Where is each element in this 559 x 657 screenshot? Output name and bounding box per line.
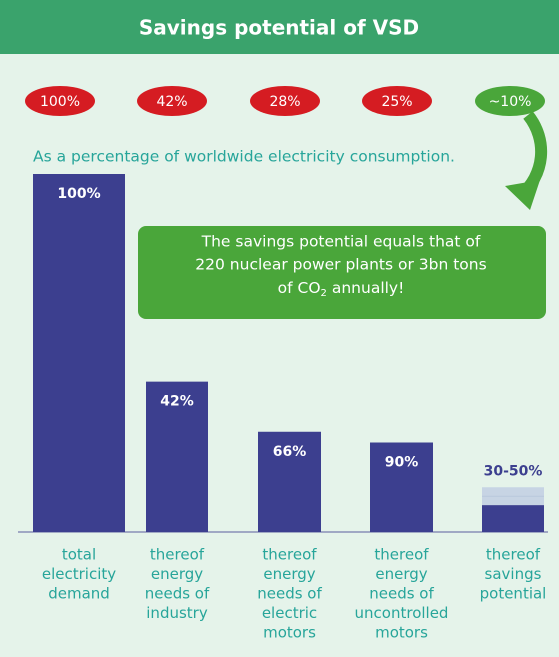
bar bbox=[33, 174, 125, 532]
x-tick-label: electricity bbox=[42, 565, 116, 583]
value-label: 28% bbox=[269, 94, 300, 110]
callout-line: of CO2 annually! bbox=[278, 279, 405, 300]
bar bbox=[146, 381, 208, 532]
bar-label: 66% bbox=[273, 444, 307, 460]
x-tick-label: uncontrolled bbox=[355, 604, 449, 622]
x-tick-label: thereof bbox=[150, 546, 205, 564]
bar-label: 90% bbox=[385, 455, 419, 471]
x-tick-label: motors bbox=[375, 624, 428, 642]
value-oval bbox=[362, 86, 432, 116]
bar-label: 100% bbox=[57, 186, 100, 202]
value-label: 100% bbox=[40, 94, 80, 110]
callout-line: The savings potential equals that of bbox=[201, 233, 481, 251]
callout-line: 220 nuclear power plants or 3bn tons bbox=[195, 256, 486, 274]
callout-arrowhead bbox=[505, 180, 540, 210]
bar bbox=[482, 505, 544, 532]
x-tick-label: needs of bbox=[369, 585, 434, 603]
callout-text: annually! bbox=[327, 279, 404, 297]
x-tick-label: total bbox=[62, 546, 96, 564]
header bbox=[0, 0, 559, 54]
value-oval bbox=[475, 86, 545, 116]
x-tick-label: thereof bbox=[486, 546, 541, 564]
x-tick-label: energy bbox=[375, 565, 427, 583]
x-tick-label: needs of bbox=[145, 585, 210, 603]
x-tick-label: thereof bbox=[262, 546, 317, 564]
x-tick-label: electric bbox=[262, 604, 317, 622]
x-tick-label: energy bbox=[151, 565, 203, 583]
callout-text: of CO bbox=[278, 279, 321, 297]
value-oval bbox=[250, 86, 320, 116]
callout-subscript: 2 bbox=[321, 288, 327, 299]
value-oval bbox=[25, 86, 95, 116]
value-label: 42% bbox=[156, 94, 187, 110]
bar bbox=[370, 442, 433, 532]
x-tick-label: motors bbox=[263, 624, 316, 642]
x-tick-label: potential bbox=[480, 585, 547, 603]
x-tick-label: thereof bbox=[374, 546, 429, 564]
bar-label: 30-50% bbox=[484, 463, 543, 479]
x-tick-label: demand bbox=[48, 585, 110, 603]
x-tick-label: industry bbox=[146, 604, 208, 622]
callout-box bbox=[138, 226, 546, 319]
bar-label: 42% bbox=[160, 394, 194, 410]
chart-title: Savings potential of VSD bbox=[139, 16, 419, 40]
bar bbox=[258, 431, 321, 532]
x-tick-label: savings bbox=[485, 565, 542, 583]
subtitle: As a percentage of worldwide electricity… bbox=[33, 148, 455, 166]
value-oval bbox=[137, 86, 207, 116]
value-label: ~10% bbox=[489, 94, 532, 110]
x-tick-label: needs of bbox=[257, 585, 322, 603]
value-label: 25% bbox=[381, 94, 412, 110]
x-tick-label: energy bbox=[263, 565, 315, 583]
